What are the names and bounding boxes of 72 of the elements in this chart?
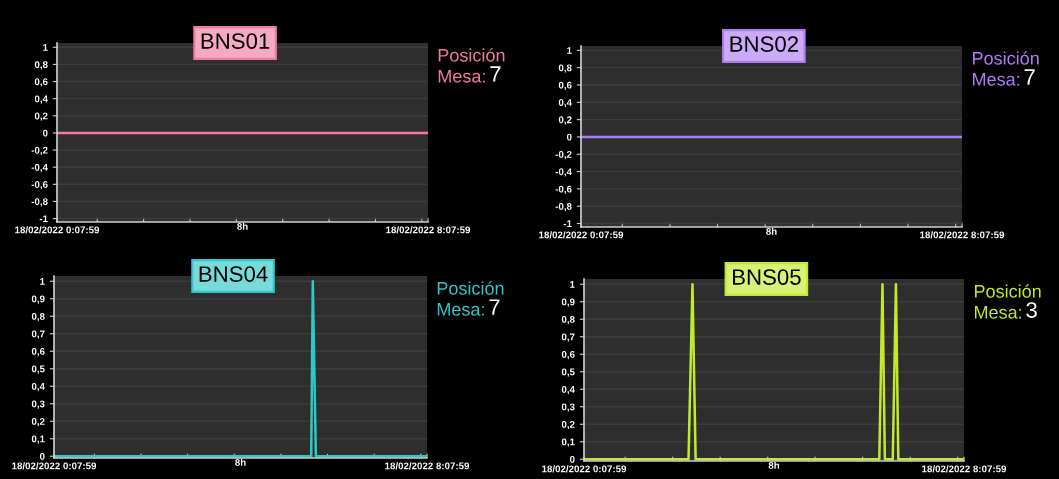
text: Mesa: — [973, 73, 1020, 86]
y-tick-label: -0,6 — [31, 181, 48, 190]
text: Mesa: — [437, 303, 484, 316]
y-tick-label: 0,1 — [31, 435, 45, 444]
y-tick-label: 0,2 — [561, 420, 575, 430]
x-axis-title: 8h — [768, 461, 780, 469]
x-tick-label: 18/02/2022 8:07:59 — [385, 462, 470, 470]
y-tick-label: -0,8 — [31, 198, 48, 207]
x-tick-label: 18/02/2022 0:07:59 — [542, 465, 627, 473]
text: Posición — [974, 284, 1041, 298]
y-tick-label: 0,1 — [561, 438, 575, 447]
y-tick-label: 0,6 — [31, 347, 45, 357]
y-tick-label: -1 — [39, 215, 48, 223]
x-axis-title: 8h — [235, 458, 246, 466]
y-tick-label: 0,5 — [561, 368, 575, 377]
x-tick-label: 18/02/2022 0:07:59 — [12, 462, 97, 470]
text: 7 — [489, 299, 500, 315]
chart-title: BNS04 — [199, 266, 268, 282]
y-tick-label: 0 — [42, 129, 48, 137]
chart-title: BNS01 — [201, 33, 270, 49]
y-tick-label: -0,4 — [555, 168, 572, 177]
y-tick-label: 0,2 — [34, 112, 48, 121]
y-tick-label: 0,8 — [31, 312, 45, 322]
y-tick-label: 0,4 — [31, 382, 45, 392]
x-tick-label: 18/02/2022 0:07:59 — [539, 231, 624, 239]
y-tick-label: -0,4 — [31, 163, 48, 173]
y-tick-label: -0,8 — [555, 202, 572, 212]
y-tick-label: 0,4 — [558, 99, 572, 108]
y-tick-label: 0,8 — [561, 315, 575, 325]
y-tick-label: 0,9 — [561, 298, 575, 307]
y-tick-label: 0,2 — [558, 116, 572, 125]
text: Mesa: — [974, 306, 1022, 319]
y-tick-label: 0,5 — [31, 365, 45, 374]
y-tick-label: 0,7 — [31, 330, 45, 339]
y-tick-label: 0,7 — [561, 333, 575, 342]
y-tick-label: 0,3 — [31, 400, 45, 409]
x-tick-label: 18/02/2022 8:07:59 — [922, 465, 1007, 473]
x-axis-title: 8h — [766, 227, 777, 235]
y-tick-label: 1 — [570, 281, 575, 288]
text: Mesa: — [438, 70, 485, 83]
text: Posición — [973, 51, 1039, 65]
y-tick-label: 0 — [569, 455, 575, 463]
y-tick-label: 0,6 — [561, 350, 575, 360]
x-tick-label: 18/02/2022 8:07:59 — [386, 226, 471, 234]
y-tick-label: 0,4 — [561, 385, 575, 395]
y-tick-label: -0,2 — [555, 150, 572, 160]
text: 3 — [1026, 302, 1037, 318]
y-tick-label: 0,4 — [34, 95, 48, 104]
y-tick-label: 0,8 — [558, 64, 572, 73]
text: 7 — [490, 66, 501, 82]
x-axis-title: 8h — [237, 222, 248, 230]
y-tick-label: 1 — [40, 278, 45, 285]
y-tick-label: 0,2 — [31, 417, 45, 427]
text: 7 — [1024, 69, 1035, 85]
y-tick-label: -0,6 — [555, 185, 572, 194]
y-tick-label: 1 — [567, 47, 572, 54]
text: Posición — [438, 48, 505, 62]
chart-title: BNS05 — [733, 269, 801, 285]
y-tick-label: -0,2 — [31, 146, 48, 156]
y-tick-label: 1 — [43, 44, 48, 51]
y-tick-label: -1 — [563, 220, 572, 228]
y-tick-label: 0 — [39, 452, 45, 460]
text: Posición — [437, 281, 504, 295]
x-tick-label: 18/02/2022 0:07:59 — [15, 226, 100, 234]
y-tick-label: 0 — [566, 133, 572, 141]
y-tick-label: 0,3 — [561, 403, 575, 412]
y-tick-label: 0,8 — [34, 61, 48, 70]
y-tick-label: 0,6 — [34, 78, 48, 87]
y-tick-label: 0,9 — [31, 295, 45, 304]
y-tick-label: 0,6 — [558, 81, 572, 90]
chart-title: BNS02 — [730, 36, 798, 52]
x-tick-label: 18/02/2022 8:07:59 — [920, 231, 1005, 239]
